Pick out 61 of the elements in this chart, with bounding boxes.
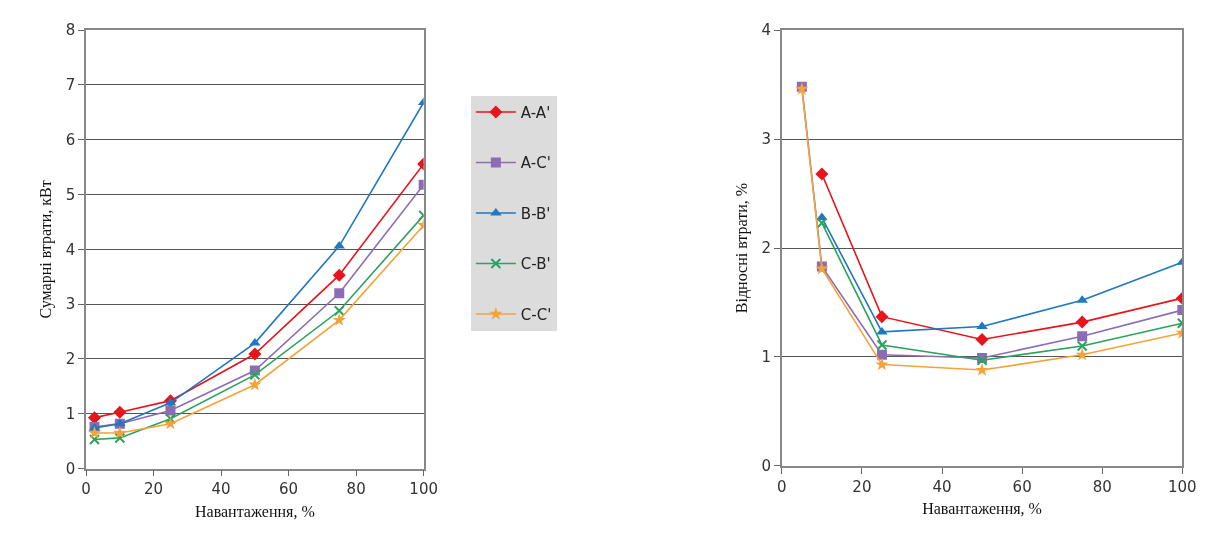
x-tick-label: 20 (852, 477, 872, 496)
point (875, 310, 889, 324)
x-axis-title: Навантаження, % (195, 502, 315, 520)
y-tick-label: 3 (761, 130, 772, 149)
x-tick-label: 40 (211, 480, 231, 499)
point (875, 357, 889, 371)
x-tick-label: 80 (346, 480, 366, 499)
point (332, 313, 346, 326)
y-axis-title: Відносні втрати, % (732, 182, 751, 314)
legend-label: A-C' (520, 154, 551, 173)
point (1077, 331, 1088, 342)
y-tick-label: 4 (65, 240, 76, 259)
y-tick-label: 3 (65, 295, 76, 314)
x-tick-label: 0 (777, 477, 787, 496)
point (113, 405, 127, 419)
x-tick-label: 100 (1168, 477, 1197, 496)
y-tick-label: 0 (761, 457, 772, 476)
point (87, 425, 102, 439)
y-axis-title: Сумарні втрати, кВт (37, 180, 56, 319)
x-tick-label: 60 (279, 480, 299, 499)
point (248, 377, 262, 391)
y-tick-label: 1 (65, 405, 76, 424)
point (333, 305, 345, 317)
point (975, 363, 989, 376)
point (1075, 315, 1089, 329)
y-tick-label: 7 (65, 76, 76, 95)
y-tick-label: 1 (761, 348, 772, 367)
point (113, 425, 127, 439)
point (164, 413, 176, 425)
point (334, 288, 345, 299)
x-tick-label: 0 (81, 480, 91, 499)
y-tick-label: 5 (65, 185, 76, 204)
x-axis-title: Навантаження, % (922, 499, 1042, 517)
y-tick-label: 2 (761, 239, 772, 258)
point (975, 333, 989, 347)
point (1075, 347, 1089, 361)
x-tick-label: 80 (1092, 477, 1112, 496)
point (876, 339, 888, 351)
point (816, 217, 828, 229)
y-tick-label: 0 (65, 459, 76, 478)
point (248, 347, 262, 361)
point (89, 434, 101, 446)
x-tick-label: 20 (144, 480, 164, 499)
x-tick-label: 40 (932, 477, 952, 496)
point (332, 268, 346, 282)
y-tick-label: 2 (65, 350, 76, 369)
legend-label: C-B' (520, 255, 551, 274)
y-tick-label: 4 (761, 21, 772, 40)
legend-label: A-A' (520, 103, 551, 122)
point (876, 349, 887, 360)
point (249, 369, 261, 381)
point (815, 167, 829, 181)
point (1076, 340, 1088, 352)
legend-label: C-C' (520, 305, 552, 324)
y-tick-label: 8 (65, 21, 76, 40)
x-tick-label: 60 (1012, 477, 1032, 496)
point (165, 405, 176, 416)
y-tick-label: 6 (65, 131, 76, 150)
x-tick-label: 100 (409, 480, 438, 499)
point (114, 432, 126, 444)
legend-label: B-B' (520, 204, 551, 223)
